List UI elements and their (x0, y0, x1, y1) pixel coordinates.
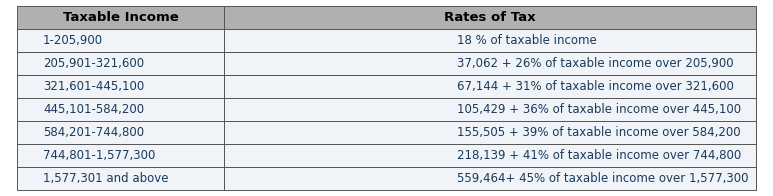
Text: Rates of Tax: Rates of Tax (444, 11, 536, 24)
Bar (224, 144, 756, 167)
Bar (224, 75, 756, 98)
Text: 1,577,301 and above: 1,577,301 and above (43, 172, 169, 185)
Bar (224, 121, 756, 144)
Bar (224, 6, 756, 29)
Bar (224, 29, 756, 52)
Text: 105,429 + 36% of taxable income over 445,100: 105,429 + 36% of taxable income over 445… (457, 103, 741, 116)
Text: 559,464+ 45% of taxable income over 1,577,300: 559,464+ 45% of taxable income over 1,57… (457, 172, 748, 185)
Text: 445,101-584,200: 445,101-584,200 (43, 103, 144, 116)
Bar (17, 6, 224, 29)
Text: 744,801-1,577,300: 744,801-1,577,300 (43, 149, 155, 162)
Text: Taxable Income: Taxable Income (63, 11, 179, 24)
Text: 18 % of taxable income: 18 % of taxable income (457, 34, 597, 47)
Text: 37,062 + 26% of taxable income over 205,900: 37,062 + 26% of taxable income over 205,… (457, 57, 734, 70)
Bar (17, 75, 224, 98)
Bar (17, 121, 224, 144)
Bar (224, 167, 756, 190)
Bar (17, 98, 224, 121)
Bar (224, 98, 756, 121)
Bar (17, 167, 224, 190)
Bar (224, 52, 756, 75)
Text: 155,505 + 39% of taxable income over 584,200: 155,505 + 39% of taxable income over 584… (457, 126, 741, 139)
Text: 584,201-744,800: 584,201-744,800 (43, 126, 144, 139)
Text: 218,139 + 41% of taxable income over 744,800: 218,139 + 41% of taxable income over 744… (457, 149, 741, 162)
Bar (17, 29, 224, 52)
Text: 205,901-321,600: 205,901-321,600 (43, 57, 144, 70)
Text: 67,144 + 31% of taxable income over 321,600: 67,144 + 31% of taxable income over 321,… (457, 80, 734, 93)
Text: 1-205,900: 1-205,900 (43, 34, 103, 47)
Bar (17, 52, 224, 75)
Bar (17, 144, 224, 167)
Text: 321,601-445,100: 321,601-445,100 (43, 80, 144, 93)
